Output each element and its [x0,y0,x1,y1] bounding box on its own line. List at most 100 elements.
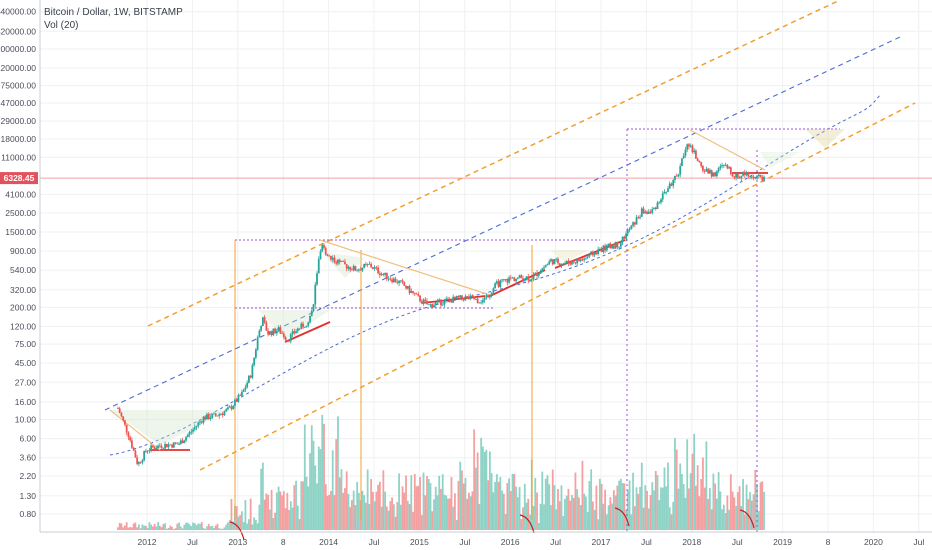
candle-body [742,172,744,176]
volume-bar [454,493,456,530]
volume-bar [300,481,303,530]
volume-indicator-label[interactable]: Vol (20) [44,20,79,31]
volume-bar [684,497,687,530]
candle-body [455,296,458,299]
candle-body [593,252,596,256]
volume-bar [605,514,608,530]
volume-bar [132,523,135,530]
volume-bar [695,485,697,530]
volume-bar [492,492,495,530]
candle-body [359,269,362,271]
candle-body [431,304,434,308]
symbol-title[interactable]: Bitcoin / Dollar, 1W, BITSTAMP [44,7,183,18]
candle-body [506,279,509,283]
candle-body [621,236,624,243]
candle-body [331,257,334,260]
volume-bar [207,523,210,530]
candle-body [598,248,601,250]
volume-bar [759,482,762,530]
candle-body [485,295,488,298]
candle-body [267,330,270,335]
candle-body [282,333,285,338]
candle-body [241,391,243,396]
volume-bar [221,528,224,530]
volume-bar [387,510,390,530]
candle-body [216,415,219,417]
volume-bar [628,480,631,530]
long-term-trend-line [104,36,901,411]
volume-bar [340,469,343,530]
candle-body [494,283,497,289]
candle-body [286,339,289,341]
volume-bar [406,500,409,530]
candle-body [604,245,607,251]
candle-body [441,304,444,306]
volume-bar [179,526,182,530]
candle-body [677,174,680,177]
candle-body [757,174,760,177]
candle-body [253,357,256,366]
volume-bar [427,479,430,530]
volume-bar [317,446,320,530]
candle-body [160,445,163,448]
volume-bar [410,475,413,530]
volume-bar [722,504,725,530]
candle-body [380,274,383,276]
candle-body [459,295,462,298]
candle-body [684,149,687,156]
candle-body [602,245,605,252]
volume-bar [330,490,332,530]
volume-bar [291,507,294,530]
volume-bar [338,477,341,530]
volume-bar [396,502,399,530]
volume-bar [693,433,696,530]
volume-bar [480,437,483,530]
volume-bar [384,491,387,530]
candle-body [536,272,538,277]
candle-body [312,304,315,311]
volume-bar [131,527,133,530]
volume-bar [675,449,678,530]
candle-body [618,246,620,248]
candle-body [658,202,661,204]
volume-bar [211,526,214,530]
volume-bar [125,522,128,530]
volume-bar [585,496,587,530]
volume-bar [633,506,636,530]
candle-body [469,295,472,300]
candle-body [712,172,715,177]
candle-body [551,259,554,265]
candle-body [516,277,519,279]
candle-body [454,296,456,299]
time-tick-label: Jul [459,537,470,547]
volume-bar [612,490,615,530]
candle-body [179,440,182,444]
candle-body [569,263,572,265]
volume-bar [506,483,509,530]
volume-bar [171,526,173,530]
volume-bar [654,470,657,530]
candle-body [461,295,463,299]
volume-bar [270,489,273,530]
time-tick-label: 2013 [228,537,247,547]
candle-body [232,405,235,409]
volume-bar [464,477,467,530]
candle-body [464,296,467,301]
time-axis[interactable]: 2012 Jul 2013 8 2014 Jul 2015 Jul 2016 Jul 2017 Jul… [40,531,932,547]
volume-bar [459,461,462,530]
candle-body [726,164,729,169]
price-axis[interactable]: 540000.00 320000.00 200000.00 120000.00 7500… [0,0,41,532]
price-tick-label: 45.00 [15,358,37,368]
volume-bar [319,449,322,530]
volume-bar [382,470,385,530]
volume-bar [560,485,563,530]
volume-bar [134,522,137,530]
candle-body [534,272,537,275]
volume-bar [550,505,552,530]
volume-bar [228,520,231,530]
candle-body [614,241,617,249]
price-candles [117,142,765,467]
volume-bar [150,524,153,530]
volume-bar [600,483,603,530]
